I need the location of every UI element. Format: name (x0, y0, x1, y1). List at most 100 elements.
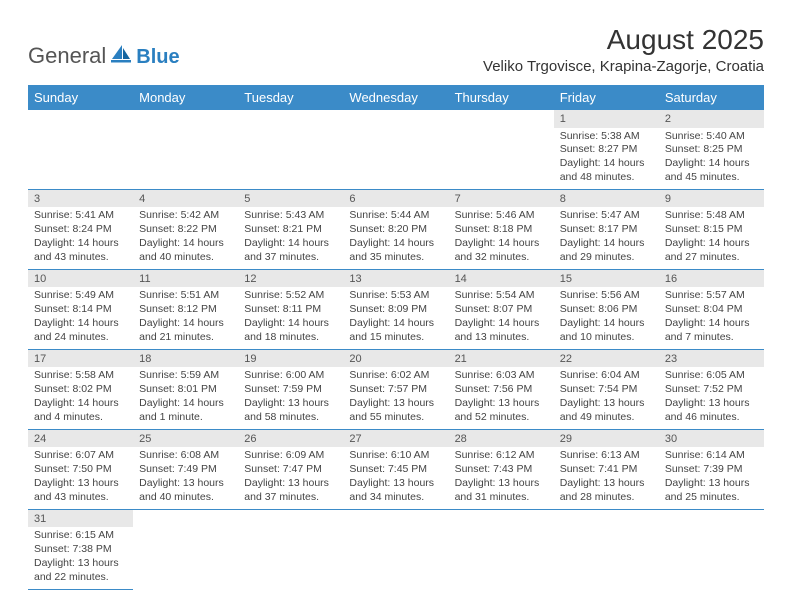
day-content: Sunrise: 6:13 AMSunset: 7:41 PMDaylight:… (554, 447, 659, 508)
calendar-cell-blank (238, 509, 343, 589)
day-number: 15 (554, 270, 659, 288)
day-content: Sunrise: 6:04 AMSunset: 7:54 PMDaylight:… (554, 367, 659, 428)
calendar-cell: 21Sunrise: 6:03 AMSunset: 7:56 PMDayligh… (449, 349, 554, 429)
day-content: Sunrise: 6:12 AMSunset: 7:43 PMDaylight:… (449, 447, 554, 508)
calendar-cell: 12Sunrise: 5:52 AMSunset: 8:11 PMDayligh… (238, 269, 343, 349)
calendar-cell-blank (133, 509, 238, 589)
day-content: Sunrise: 6:10 AMSunset: 7:45 PMDaylight:… (343, 447, 448, 508)
calendar-cell: 18Sunrise: 5:59 AMSunset: 8:01 PMDayligh… (133, 349, 238, 429)
daylight-line: Daylight: 14 hours and 29 minutes. (560, 237, 653, 265)
sunrise-line: Sunrise: 6:03 AM (455, 369, 548, 383)
sunset-line: Sunset: 7:54 PM (560, 383, 653, 397)
day-content: Sunrise: 6:14 AMSunset: 7:39 PMDaylight:… (659, 447, 764, 508)
calendar-cell: 27Sunrise: 6:10 AMSunset: 7:45 PMDayligh… (343, 429, 448, 509)
day-number: 19 (238, 350, 343, 368)
sunrise-line: Sunrise: 6:15 AM (34, 529, 127, 543)
calendar-cell: 20Sunrise: 6:02 AMSunset: 7:57 PMDayligh… (343, 349, 448, 429)
day-number: 10 (28, 270, 133, 288)
sunrise-line: Sunrise: 5:46 AM (455, 209, 548, 223)
day-number: 16 (659, 270, 764, 288)
day-content: Sunrise: 5:44 AMSunset: 8:20 PMDaylight:… (343, 207, 448, 268)
calendar-cell: 10Sunrise: 5:49 AMSunset: 8:14 PMDayligh… (28, 269, 133, 349)
daylight-line: Daylight: 13 hours and 37 minutes. (244, 477, 337, 505)
sunset-line: Sunset: 7:39 PM (665, 463, 758, 477)
sunrise-line: Sunrise: 6:07 AM (34, 449, 127, 463)
weekday-header: Sunday (28, 85, 133, 110)
sunset-line: Sunset: 8:18 PM (455, 223, 548, 237)
daylight-line: Daylight: 13 hours and 25 minutes. (665, 477, 758, 505)
day-number: 26 (238, 430, 343, 448)
sunrise-line: Sunrise: 5:41 AM (34, 209, 127, 223)
daylight-line: Daylight: 13 hours and 40 minutes. (139, 477, 232, 505)
sunset-line: Sunset: 7:41 PM (560, 463, 653, 477)
sunset-line: Sunset: 8:06 PM (560, 303, 653, 317)
sunrise-line: Sunrise: 5:49 AM (34, 289, 127, 303)
calendar-row: 3Sunrise: 5:41 AMSunset: 8:24 PMDaylight… (28, 189, 764, 269)
day-number: 4 (133, 190, 238, 208)
sunset-line: Sunset: 8:01 PM (139, 383, 232, 397)
day-content: Sunrise: 6:09 AMSunset: 7:47 PMDaylight:… (238, 447, 343, 508)
calendar-cell: 2Sunrise: 5:40 AMSunset: 8:25 PMDaylight… (659, 110, 764, 189)
day-content: Sunrise: 6:15 AMSunset: 7:38 PMDaylight:… (28, 527, 133, 588)
sunset-line: Sunset: 7:50 PM (34, 463, 127, 477)
daylight-line: Daylight: 14 hours and 4 minutes. (34, 397, 127, 425)
day-number: 29 (554, 430, 659, 448)
day-content: Sunrise: 5:54 AMSunset: 8:07 PMDaylight:… (449, 287, 554, 348)
sunset-line: Sunset: 8:21 PM (244, 223, 337, 237)
calendar-cell: 13Sunrise: 5:53 AMSunset: 8:09 PMDayligh… (343, 269, 448, 349)
sunset-line: Sunset: 8:02 PM (34, 383, 127, 397)
day-content: Sunrise: 5:40 AMSunset: 8:25 PMDaylight:… (659, 128, 764, 189)
daylight-line: Daylight: 14 hours and 32 minutes. (455, 237, 548, 265)
day-number: 22 (554, 350, 659, 368)
sunset-line: Sunset: 7:56 PM (455, 383, 548, 397)
sunset-line: Sunset: 7:38 PM (34, 543, 127, 557)
sunrise-line: Sunrise: 6:02 AM (349, 369, 442, 383)
calendar-cell: 30Sunrise: 6:14 AMSunset: 7:39 PMDayligh… (659, 429, 764, 509)
calendar-cell: 17Sunrise: 5:58 AMSunset: 8:02 PMDayligh… (28, 349, 133, 429)
calendar-cell: 1Sunrise: 5:38 AMSunset: 8:27 PMDaylight… (554, 110, 659, 189)
daylight-line: Daylight: 14 hours and 21 minutes. (139, 317, 232, 345)
daylight-line: Daylight: 13 hours and 46 minutes. (665, 397, 758, 425)
day-content: Sunrise: 5:42 AMSunset: 8:22 PMDaylight:… (133, 207, 238, 268)
day-content: Sunrise: 5:56 AMSunset: 8:06 PMDaylight:… (554, 287, 659, 348)
day-content: Sunrise: 5:51 AMSunset: 8:12 PMDaylight:… (133, 287, 238, 348)
day-number: 18 (133, 350, 238, 368)
sunset-line: Sunset: 8:14 PM (34, 303, 127, 317)
day-content: Sunrise: 6:03 AMSunset: 7:56 PMDaylight:… (449, 367, 554, 428)
calendar-cell-blank (449, 509, 554, 589)
sunrise-line: Sunrise: 5:42 AM (139, 209, 232, 223)
day-content: Sunrise: 6:02 AMSunset: 7:57 PMDaylight:… (343, 367, 448, 428)
daylight-line: Daylight: 13 hours and 49 minutes. (560, 397, 653, 425)
day-content: Sunrise: 6:08 AMSunset: 7:49 PMDaylight:… (133, 447, 238, 508)
calendar-row: 24Sunrise: 6:07 AMSunset: 7:50 PMDayligh… (28, 429, 764, 509)
daylight-line: Daylight: 14 hours and 13 minutes. (455, 317, 548, 345)
sunset-line: Sunset: 8:07 PM (455, 303, 548, 317)
calendar-cell: 11Sunrise: 5:51 AMSunset: 8:12 PMDayligh… (133, 269, 238, 349)
sunrise-line: Sunrise: 5:54 AM (455, 289, 548, 303)
sunset-line: Sunset: 7:49 PM (139, 463, 232, 477)
calendar-cell-blank (554, 509, 659, 589)
day-number: 20 (343, 350, 448, 368)
day-number: 17 (28, 350, 133, 368)
day-content: Sunrise: 6:00 AMSunset: 7:59 PMDaylight:… (238, 367, 343, 428)
day-number: 3 (28, 190, 133, 208)
weekday-header: Monday (133, 85, 238, 110)
calendar-cell: 25Sunrise: 6:08 AMSunset: 7:49 PMDayligh… (133, 429, 238, 509)
day-number: 23 (659, 350, 764, 368)
daylight-line: Daylight: 14 hours and 37 minutes. (244, 237, 337, 265)
sunset-line: Sunset: 8:15 PM (665, 223, 758, 237)
sunset-line: Sunset: 7:57 PM (349, 383, 442, 397)
sunset-line: Sunset: 8:12 PM (139, 303, 232, 317)
day-number: 28 (449, 430, 554, 448)
day-number: 11 (133, 270, 238, 288)
logo-blue-text: Blue (136, 46, 179, 69)
title-block: August 2025 Veliko Trgovisce, Krapina-Za… (483, 24, 764, 79)
sunset-line: Sunset: 8:04 PM (665, 303, 758, 317)
sunset-line: Sunset: 8:20 PM (349, 223, 442, 237)
calendar-cell: 19Sunrise: 6:00 AMSunset: 7:59 PMDayligh… (238, 349, 343, 429)
daylight-line: Daylight: 14 hours and 1 minute. (139, 397, 232, 425)
calendar-cell: 22Sunrise: 6:04 AMSunset: 7:54 PMDayligh… (554, 349, 659, 429)
day-number: 12 (238, 270, 343, 288)
calendar-row: 10Sunrise: 5:49 AMSunset: 8:14 PM Dayligh… (28, 269, 764, 349)
sunrise-line: Sunrise: 5:57 AM (665, 289, 758, 303)
